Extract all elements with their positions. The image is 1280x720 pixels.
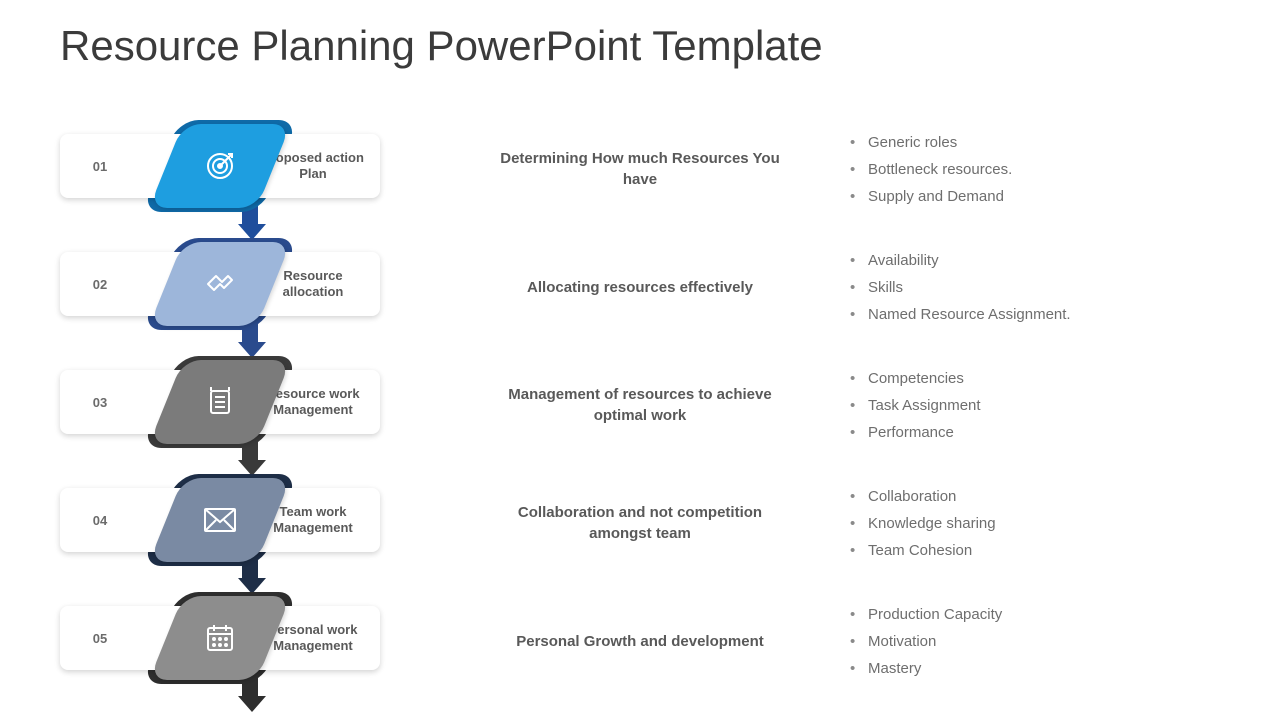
rows-container: 01Proposed action Plan Determining How mu… <box>60 110 1220 700</box>
bullet-item: Generic roles <box>850 129 1200 156</box>
step-subtitle: Personal Growth and development <box>490 631 790 652</box>
step-number: 05 <box>60 631 140 646</box>
bullet-item: Performance <box>850 419 1200 446</box>
slide-title: Resource Planning PowerPoint Template <box>60 22 823 70</box>
scroll-icon <box>203 385 237 419</box>
bullet-item: Named Resource Assignment. <box>850 301 1200 328</box>
step-number: 02 <box>60 277 140 292</box>
mail-icon <box>202 506 238 534</box>
bullet-item: Supply and Demand <box>850 183 1200 210</box>
step-card: 02Resource allocation <box>60 252 380 322</box>
step-bullets: CollaborationKnowledge sharingTeam Cohes… <box>850 483 1200 564</box>
step-number: 04 <box>60 513 140 528</box>
step-card: 01Proposed action Plan <box>60 134 380 204</box>
step-number: 01 <box>60 159 140 174</box>
bullet-item: Skills <box>850 274 1200 301</box>
handshake-icon <box>202 266 238 302</box>
target-icon <box>202 148 238 184</box>
step-subtitle: Management of resources to achieve optim… <box>490 384 790 426</box>
bullet-item: Availability <box>850 247 1200 274</box>
step-bullets: AvailabilitySkillsNamed Resource Assignm… <box>850 247 1200 328</box>
step-number: 03 <box>60 395 140 410</box>
bullet-item: Mastery <box>850 655 1200 682</box>
bullet-item: Production Capacity <box>850 601 1200 628</box>
bullet-item: Competencies <box>850 365 1200 392</box>
row-1: 01Proposed action Plan Determining How mu… <box>60 110 1220 228</box>
bullet-item: Knowledge sharing <box>850 510 1200 537</box>
row-5: 05Personal work Management Personal Growt… <box>60 582 1220 700</box>
bullet-item: Motivation <box>850 628 1200 655</box>
bullet-item: Collaboration <box>850 483 1200 510</box>
step-subtitle: Determining How much Resources You have <box>490 148 790 190</box>
bullet-item: Task Assignment <box>850 392 1200 419</box>
row-3: 03Resource work Management Management of … <box>60 346 1220 464</box>
step-subtitle: Collaboration and not competition amongs… <box>490 502 790 544</box>
step-bullets: Generic rolesBottleneck resources.Supply… <box>850 129 1200 210</box>
step-card: 04Team work Management <box>60 488 380 558</box>
calendar-icon <box>203 621 237 655</box>
row-4: 04Team work Management Collaboration and … <box>60 464 1220 582</box>
step-card: 05Personal work Management <box>60 606 380 676</box>
bullet-item: Team Cohesion <box>850 537 1200 564</box>
row-2: 02Resource allocation Allocating resource… <box>60 228 1220 346</box>
step-bullets: CompetenciesTask AssignmentPerformance <box>850 365 1200 446</box>
bullet-item: Bottleneck resources. <box>850 156 1200 183</box>
step-bullets: Production CapacityMotivationMastery <box>850 601 1200 682</box>
step-card: 03Resource work Management <box>60 370 380 440</box>
step-subtitle: Allocating resources effectively <box>490 277 790 298</box>
